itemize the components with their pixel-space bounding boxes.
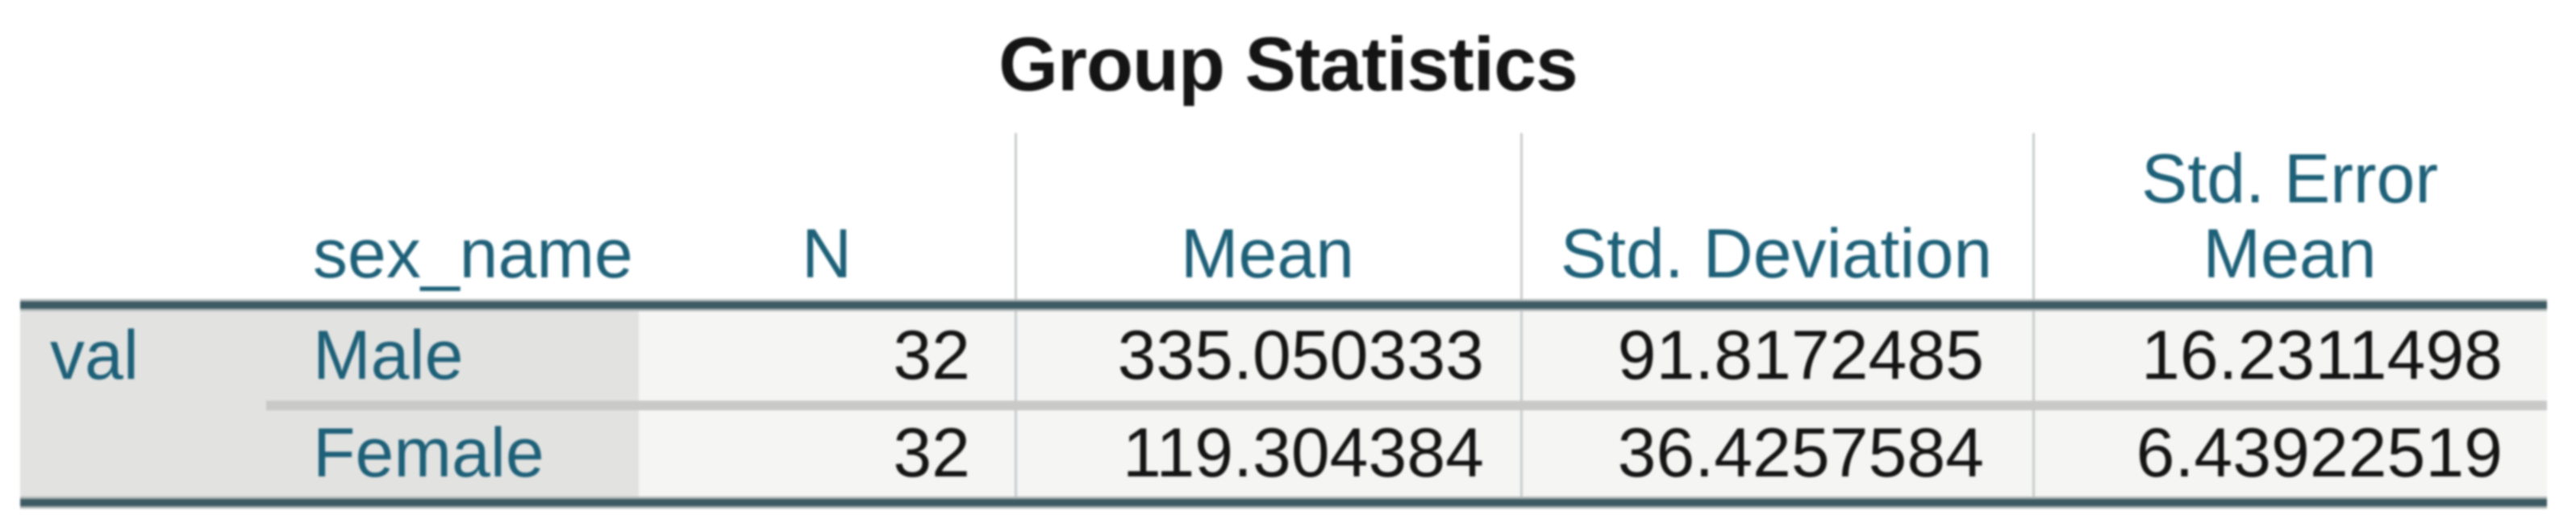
column-header-std-deviation-label: Std. Deviation xyxy=(1560,215,1993,293)
header-rule xyxy=(20,299,2547,311)
table-title: Group Statistics xyxy=(998,22,1578,107)
column-header-std-error-mean-label: Std. Error Mean xyxy=(2141,140,2438,293)
group-cell-female: Female xyxy=(313,414,544,492)
group-cell-male: Male xyxy=(313,317,464,394)
column-header-sex-name: sex_name xyxy=(313,133,639,295)
std-deviation-cell-female: 36.4257584 xyxy=(1617,414,1984,492)
n-cell-male: 32 xyxy=(893,317,970,394)
mean-cell-male: 335.050333 xyxy=(1117,317,1484,394)
std-error-mean-cell-female: 6.43922519 xyxy=(2136,414,2503,492)
column-divider-n-mean xyxy=(1015,133,1017,497)
mean-cell-female: 119.304384 xyxy=(1123,414,1484,492)
column-header-std-error-mean: Std. Error Mean xyxy=(2032,133,2547,295)
column-header-mean: Mean xyxy=(1015,133,1520,295)
column-header-n-label: N xyxy=(801,215,852,293)
std-error-mean-cell-male: 16.2311498 xyxy=(2141,317,2503,394)
column-header-sex-name-label: sex_name xyxy=(313,215,633,293)
n-cell-female: 32 xyxy=(893,414,970,492)
column-divider-stddev-stderr xyxy=(2032,133,2035,497)
bottom-rule xyxy=(20,497,2547,509)
column-header-mean-label: Mean xyxy=(1180,215,1355,293)
std-deviation-cell-male: 91.8172485 xyxy=(1617,317,1984,394)
row-separator xyxy=(266,401,2547,410)
column-divider-mean-stddev xyxy=(1520,133,1523,497)
row-dimension-label-val: val xyxy=(50,317,139,394)
column-header-n: N xyxy=(639,133,1015,295)
column-header-std-deviation: Std. Deviation xyxy=(1520,133,2032,295)
